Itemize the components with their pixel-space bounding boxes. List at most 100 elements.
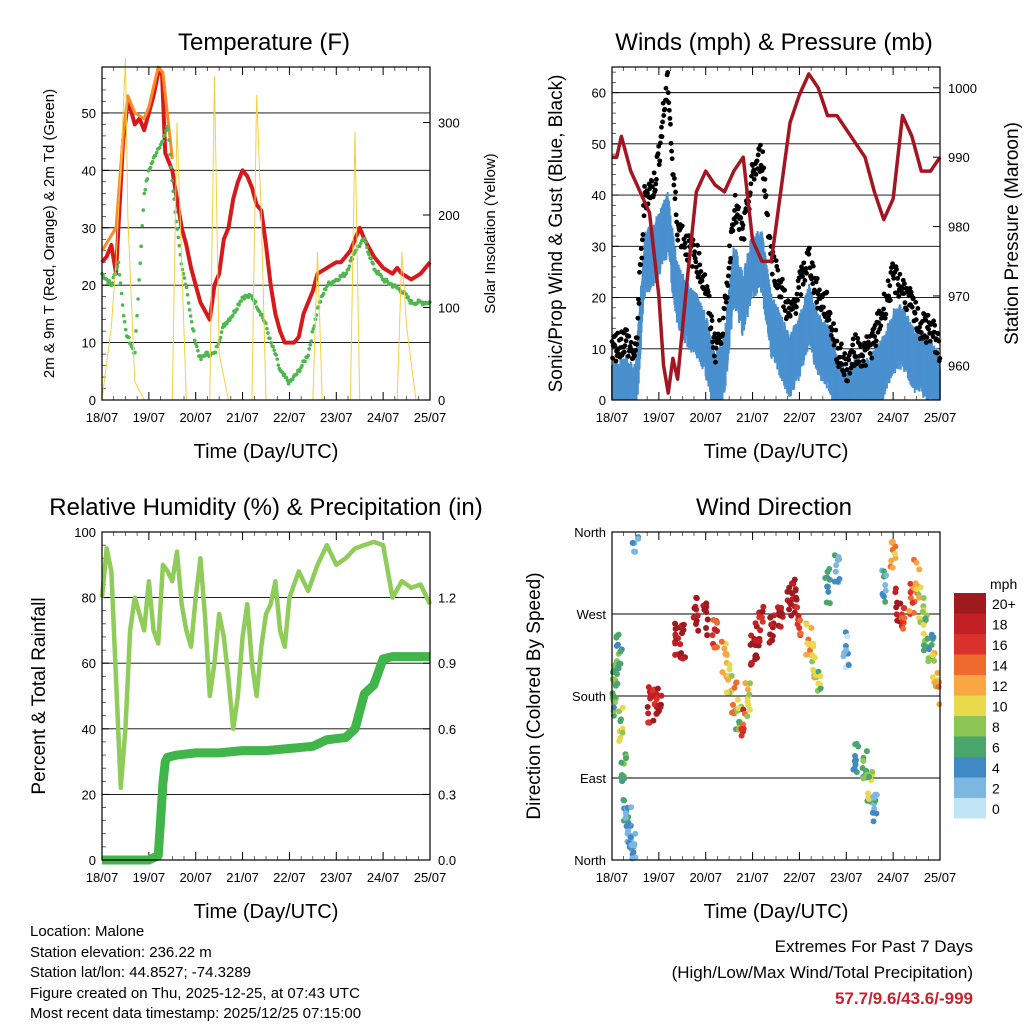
direction-point [909, 599, 916, 606]
gust-point [896, 294, 902, 299]
x-tick-label: 19/07 [643, 410, 676, 425]
gust-point [653, 181, 659, 187]
colorbar-swatch [954, 613, 986, 634]
gust-point [634, 335, 640, 341]
direction-point [726, 666, 733, 673]
direction-point [731, 684, 738, 691]
direction-point [823, 599, 830, 606]
gust-point [692, 249, 698, 255]
direction-point [919, 608, 926, 615]
x-tick-label: 23/07 [830, 870, 863, 885]
direction-point [791, 576, 798, 583]
direction-point [635, 535, 642, 542]
x-tick-label: 20/07 [179, 410, 212, 425]
x-tick-label: 18/07 [596, 410, 629, 425]
direction-point [893, 604, 900, 611]
dewpoint-point [276, 363, 281, 367]
gust-point [657, 158, 663, 164]
gust-point [794, 291, 800, 297]
direction-point [883, 572, 890, 579]
direction-point [795, 612, 802, 619]
gust-point [927, 338, 933, 344]
colorbar-label: 12 [992, 678, 1008, 694]
gust-point [638, 262, 644, 268]
y-tick-label: South [572, 689, 606, 704]
gust-point [834, 338, 840, 344]
direction-point [672, 631, 679, 638]
colorbar-label: 10 [992, 699, 1008, 715]
gust-point [873, 343, 879, 349]
direction-point [680, 621, 687, 628]
gust-point [855, 335, 861, 341]
dewpoint-point [321, 291, 326, 296]
direction-point [882, 587, 889, 594]
direction-point [614, 680, 621, 687]
gust-point [925, 312, 931, 318]
colorbar-label: 6 [992, 740, 1000, 756]
gust-point [720, 315, 726, 321]
y-tick-label: 30 [592, 239, 606, 254]
direction-point [654, 710, 661, 717]
direction-point [901, 614, 908, 621]
chart-title: Temperature (F) [178, 29, 350, 56]
direction-point [834, 578, 841, 585]
direction-point [744, 698, 751, 705]
dewpoint-point [364, 240, 368, 245]
direction-point [695, 627, 702, 634]
direction-point [869, 809, 876, 816]
extremes-values: 57.7/9.6/43.6/-999 [834, 989, 973, 1008]
direction-point [835, 554, 842, 561]
y-axis-label: 2m & 9m T (Red, Orange) & 2m Td (Green) [41, 89, 58, 378]
dewpoint-point [176, 235, 181, 240]
gust-point [926, 326, 931, 332]
colorbar-swatch [954, 593, 986, 614]
direction-point [744, 686, 751, 693]
gust-point [696, 272, 701, 278]
dewpoint-point [134, 329, 138, 333]
gust-point [895, 275, 901, 281]
dewpoint-point [148, 165, 153, 170]
direction-point [851, 765, 858, 772]
gust-point [907, 286, 913, 291]
gust-point [652, 187, 658, 193]
y-tick-label: North [574, 525, 606, 540]
gust-point [623, 338, 629, 344]
gust-point [667, 116, 673, 121]
direction-point [645, 719, 652, 726]
gust-point [651, 170, 657, 176]
gust-point [632, 353, 637, 359]
direction-point [627, 834, 634, 841]
direction-point [742, 680, 749, 687]
y2-tick-label: 1000 [948, 81, 977, 96]
direction-point [653, 696, 660, 703]
humidity-line [99, 539, 433, 791]
direction-point [769, 637, 776, 644]
dewpoint-point [188, 314, 193, 318]
dewpoint-point [286, 381, 291, 386]
dewpoint-point [122, 319, 127, 324]
plot-area [99, 539, 433, 865]
direction-point [658, 692, 665, 699]
gust-point [659, 134, 665, 140]
direction-point [866, 773, 873, 780]
direction-point [645, 684, 652, 691]
x-axis-label: Time (Day/UTC) [704, 901, 849, 923]
direction-point [744, 713, 751, 720]
y2-tick-label: 0 [438, 393, 445, 408]
dewpoint-point [235, 307, 239, 311]
y-axis-label: Sonic/Prop Wind & Gust (Blue, Black) [546, 75, 567, 393]
gust-point [842, 351, 848, 356]
gust-series [609, 70, 943, 384]
dewpoint-point [257, 310, 262, 314]
x-tick-label: 20/07 [179, 870, 212, 885]
dewpoint-point [265, 326, 269, 331]
gust-point [931, 318, 937, 324]
gust-point [826, 317, 832, 323]
direction-point [618, 759, 625, 766]
y-tick-label: 0 [89, 853, 96, 868]
y2-tick-label: 960 [948, 358, 970, 373]
direction-point [845, 661, 852, 668]
gust-point [833, 327, 839, 333]
gust-point [873, 338, 879, 344]
dewpoint-point [136, 297, 140, 301]
